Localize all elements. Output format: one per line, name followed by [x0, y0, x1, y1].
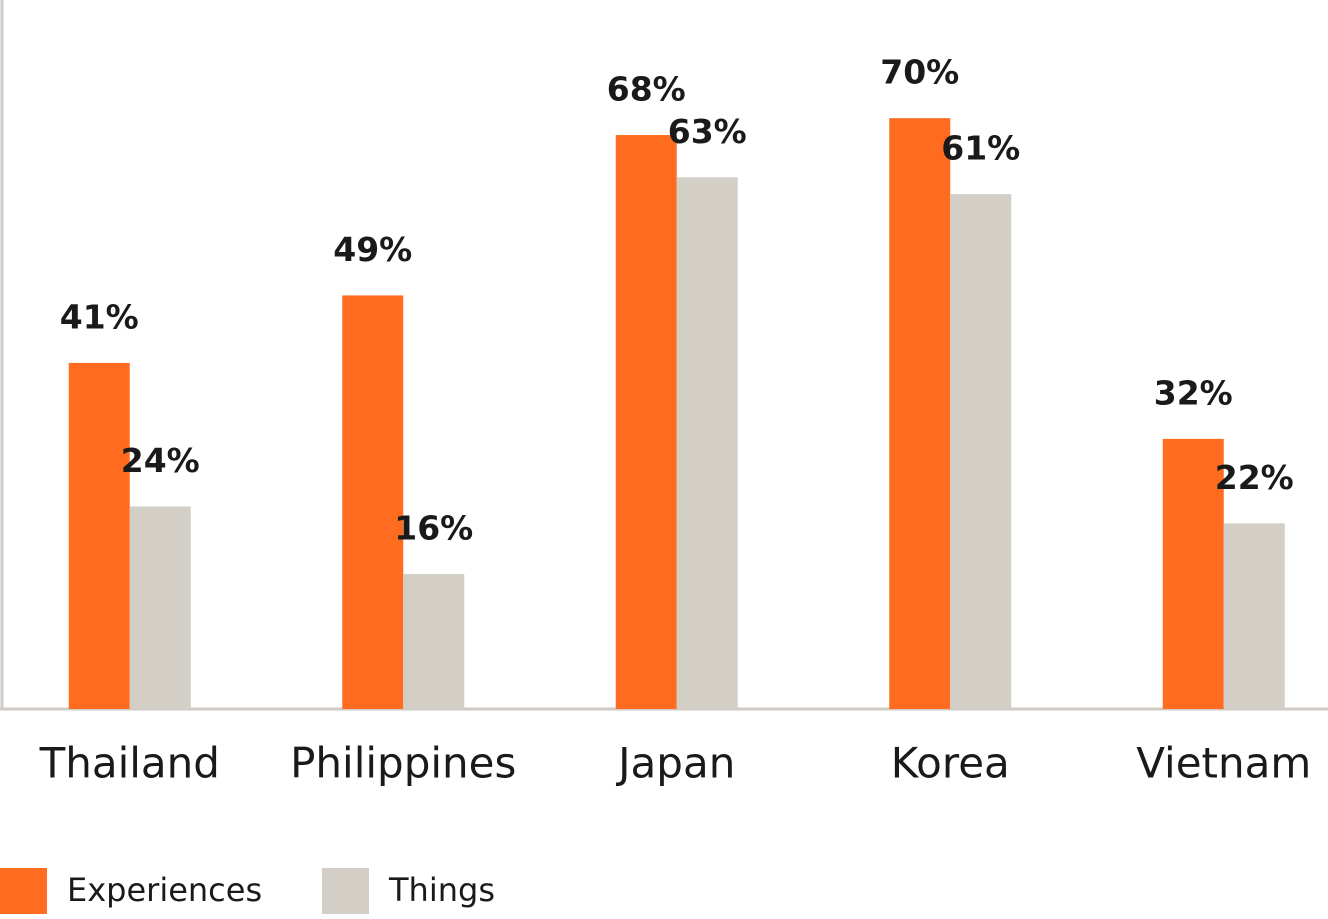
legend-label: Experiences	[67, 871, 262, 909]
value-label: 16%	[394, 508, 473, 547]
bar	[676, 177, 738, 709]
value-label: 68%	[607, 70, 686, 109]
bar	[1162, 438, 1224, 709]
bar	[889, 118, 951, 709]
bar	[403, 573, 465, 709]
legend-swatch	[0, 868, 47, 914]
x-tick-label: Philippines	[290, 739, 516, 788]
legend-label: Things	[388, 871, 495, 909]
value-label: 24%	[121, 441, 200, 480]
bar	[129, 506, 191, 709]
bar	[615, 135, 677, 710]
value-label: 63%	[668, 112, 747, 151]
bar	[950, 194, 1012, 709]
value-label: 41%	[60, 297, 139, 336]
x-tick-label: Thailand	[39, 739, 220, 788]
x-tick-label: Japan	[615, 739, 735, 788]
legend-swatch	[322, 868, 369, 914]
bar	[342, 295, 404, 709]
value-label: 32%	[1154, 373, 1233, 412]
value-label: 70%	[880, 53, 959, 92]
value-label: 22%	[1215, 458, 1294, 497]
bar	[1223, 523, 1285, 709]
bar	[68, 362, 130, 709]
value-label: 61%	[941, 129, 1020, 168]
x-tick-label: Korea	[891, 739, 1010, 788]
x-tick-label: Vietnam	[1136, 739, 1311, 788]
value-label: 49%	[333, 230, 412, 269]
